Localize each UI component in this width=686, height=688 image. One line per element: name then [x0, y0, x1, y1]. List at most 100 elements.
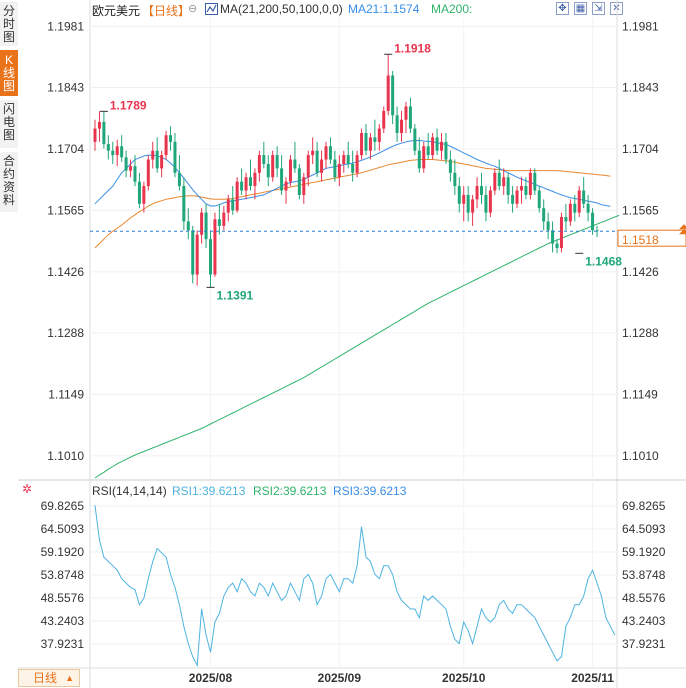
tab-contract-info[interactable]: 合约资料 [0, 152, 18, 212]
expand-icon[interactable]: ✥ [556, 2, 569, 15]
candle [542, 199, 546, 231]
candle-body [124, 157, 128, 171]
candle [191, 225, 195, 284]
candle-body [253, 172, 257, 187]
candle [444, 133, 448, 164]
candle-body [111, 150, 115, 156]
candle [519, 177, 523, 204]
candle-body [200, 212, 204, 235]
last-price-tag [617, 229, 686, 247]
tab-time-chart[interactable]: 分时图 [0, 2, 18, 46]
y-tick-left: 1.1843 [47, 80, 84, 94]
rsi-y-tick-left: 43.2403 [41, 614, 85, 628]
candle [315, 141, 319, 178]
rsi-y-tick-left: 53.8748 [41, 568, 85, 582]
candle [200, 208, 204, 244]
candle [377, 124, 381, 151]
candle [400, 110, 404, 142]
candle [484, 186, 488, 222]
candle [111, 141, 115, 164]
candle [435, 128, 439, 156]
exit-fullscreen-icon[interactable]: ⇲ [592, 2, 605, 15]
candle-body [502, 177, 506, 187]
rsi-settings-icon[interactable]: ✲ [22, 482, 33, 496]
candle [457, 177, 461, 213]
y-tick-left: 1.1704 [47, 142, 84, 156]
candle-body [386, 75, 390, 111]
price-annotation: 1.1468 [585, 254, 622, 268]
candle-body [519, 186, 523, 191]
candle [546, 212, 550, 240]
candle [422, 141, 426, 173]
y-tick-left: 1.1149 [48, 387, 84, 401]
candle [488, 186, 492, 218]
candle-body [160, 155, 164, 169]
candle-body [302, 177, 306, 195]
candle-body [466, 194, 470, 213]
candle [346, 141, 350, 169]
candle-body [511, 194, 515, 204]
candle-body [479, 186, 483, 195]
grid-icon[interactable]: ▦ [574, 2, 587, 15]
candle-body [377, 128, 381, 142]
period-tag[interactable]: 【日线】 [142, 4, 191, 18]
candle [448, 150, 452, 182]
candle [471, 194, 475, 226]
candle-body [106, 144, 110, 151]
candle-body [413, 128, 417, 151]
tab-kline-chart[interactable]: K线图 [0, 50, 18, 96]
candle [591, 208, 595, 235]
candle-body [524, 186, 528, 195]
candle [417, 137, 421, 173]
candle-body [280, 168, 284, 191]
candle [497, 159, 501, 191]
candle [320, 150, 324, 182]
tab-flash-chart[interactable]: 闪电图 [0, 100, 18, 148]
last-price-marker-icon [679, 224, 686, 230]
price-annotation: 1.1918 [394, 41, 431, 55]
candle-body [453, 172, 457, 187]
candle [209, 230, 213, 288]
candle [213, 212, 217, 277]
candle [462, 186, 466, 222]
candle-body [568, 203, 572, 222]
rsi-y-tick-right: 69.8265 [622, 499, 666, 513]
tab-flash-chart-label: 闪电图 [3, 102, 16, 142]
candle [97, 111, 101, 142]
candle-body [431, 137, 435, 156]
candle [129, 159, 133, 178]
candle [440, 133, 444, 160]
collapse-icon[interactable]: ⊖ [188, 3, 198, 15]
rsi-y-tick-left: 69.8265 [41, 499, 85, 513]
period-selector[interactable]: 日线 ▲ [18, 669, 80, 687]
candle-body [440, 141, 444, 151]
rsi-y-tick-right: 43.2403 [622, 614, 666, 628]
candle-body [186, 221, 190, 231]
y-tick-left: 1.1288 [47, 326, 84, 340]
rsi2-value: RSI2:39.6213 [253, 484, 327, 498]
candle-body [551, 230, 555, 244]
candle [533, 168, 537, 195]
candle-body [462, 194, 466, 204]
candle-body [133, 166, 137, 182]
candle [333, 150, 337, 182]
candle [382, 106, 386, 133]
candle-body [324, 146, 328, 160]
x-tick-label: 2025/08 [189, 671, 233, 685]
candle [231, 186, 235, 215]
candle [115, 139, 119, 167]
candle [306, 150, 310, 187]
candle-body [293, 159, 297, 169]
candle [524, 177, 528, 200]
rsi-y-tick-left: 59.1920 [41, 545, 85, 559]
y-tick-left: 1.1426 [47, 265, 84, 279]
candle-body [209, 239, 213, 275]
candle [364, 124, 368, 156]
candle-body [284, 181, 288, 191]
last-price-value: 1.1518 [622, 233, 659, 247]
candle-body [328, 146, 332, 160]
candle-body [475, 186, 479, 200]
candle [555, 239, 559, 254]
ma-settings-icon[interactable] [205, 3, 218, 15]
